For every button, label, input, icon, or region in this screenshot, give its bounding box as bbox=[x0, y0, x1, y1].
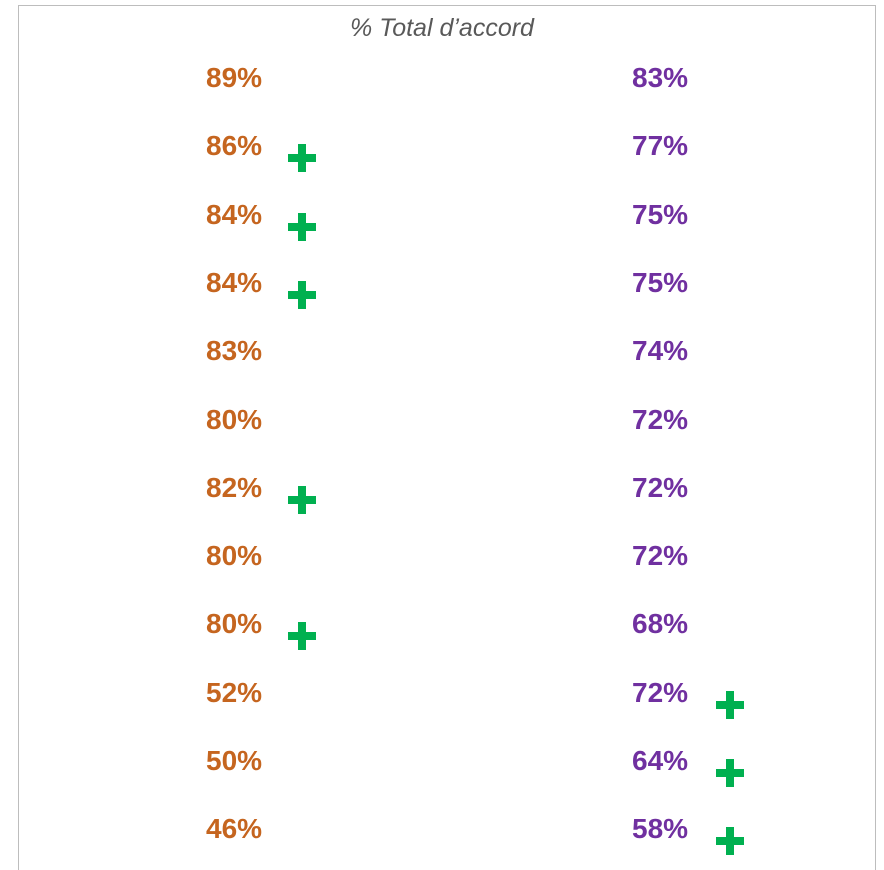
plus-icon bbox=[288, 485, 316, 514]
left-value: 82% bbox=[206, 471, 263, 503]
plus-icon bbox=[288, 622, 316, 651]
plus-shape bbox=[288, 280, 316, 309]
plus-icon bbox=[288, 280, 316, 309]
left-value: 80% bbox=[206, 403, 263, 435]
right-value: 72% bbox=[632, 676, 689, 708]
plus-shape bbox=[288, 144, 316, 173]
plus-shape bbox=[716, 827, 744, 856]
right-value: 77% bbox=[632, 130, 689, 162]
frame bbox=[18, 5, 876, 870]
left-value: 86% bbox=[206, 130, 263, 162]
plus-shape bbox=[288, 622, 316, 651]
right-value: 83% bbox=[632, 62, 689, 93]
left-value: 84% bbox=[206, 198, 263, 230]
left-value: 80% bbox=[206, 608, 263, 640]
right-value: 72% bbox=[632, 471, 689, 503]
left-value: 83% bbox=[206, 335, 263, 367]
right-value: 68% bbox=[632, 608, 689, 640]
plus-icon bbox=[716, 759, 744, 787]
left-value: 89% bbox=[206, 62, 263, 93]
left-value: 84% bbox=[206, 266, 263, 298]
plus-icon bbox=[716, 827, 744, 856]
right-value: 75% bbox=[632, 198, 689, 230]
right-value: 72% bbox=[632, 403, 689, 435]
right-value: 74% bbox=[632, 335, 689, 367]
left-value: 50% bbox=[206, 745, 263, 776]
right-value: 64% bbox=[632, 745, 689, 776]
right-value: 72% bbox=[632, 540, 689, 572]
header-title: % Total d’accord bbox=[350, 14, 534, 42]
plus-shape bbox=[716, 759, 744, 787]
right-value: 58% bbox=[632, 813, 689, 845]
right-value: 75% bbox=[632, 266, 689, 298]
plus-icon bbox=[288, 212, 316, 241]
plus-icon bbox=[716, 690, 744, 719]
plus-shape bbox=[716, 690, 744, 719]
left-value: 80% bbox=[206, 540, 263, 572]
left-value: 52% bbox=[206, 676, 263, 708]
left-value: 46% bbox=[206, 813, 263, 845]
plus-shape bbox=[288, 212, 316, 241]
plus-shape bbox=[288, 485, 316, 514]
plus-icon bbox=[288, 144, 316, 173]
